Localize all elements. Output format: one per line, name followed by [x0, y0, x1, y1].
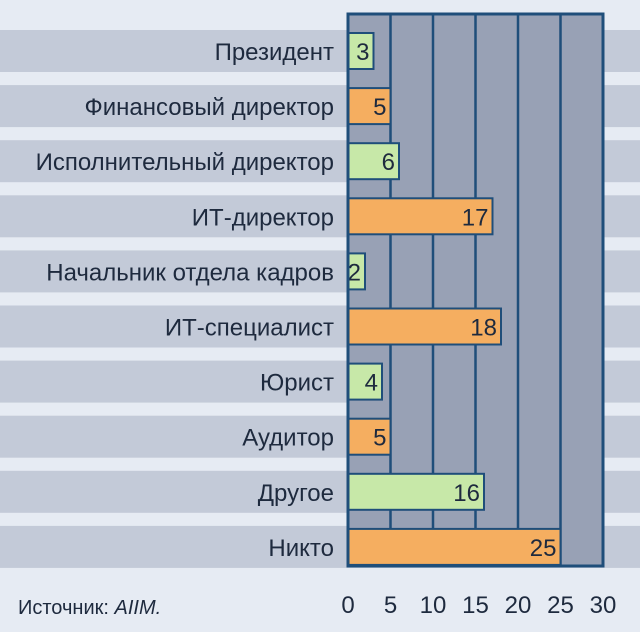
category-label: Начальник отдела кадров	[46, 259, 334, 286]
category-label: Юрист	[260, 370, 334, 397]
bar-value-label: 2	[348, 259, 361, 286]
x-tick-label: 5	[384, 592, 397, 619]
bar-value-label: 18	[470, 315, 497, 342]
source-name: AIIM.	[114, 597, 162, 619]
bar-value-label: 16	[453, 480, 480, 507]
bar-value-label: 6	[382, 149, 395, 176]
x-tick-label: 0	[341, 592, 354, 619]
category-label: Другое	[258, 480, 334, 507]
source-label: Источник:	[18, 597, 109, 619]
category-label: Финансовый директор	[85, 94, 335, 121]
x-tick-label: 30	[590, 592, 617, 619]
bar-value-label: 5	[373, 425, 386, 452]
bar-value-label: 4	[365, 370, 378, 397]
category-label: Исполнительный директор	[36, 149, 334, 176]
bar	[347, 362, 383, 401]
bar-value-label: 17	[462, 204, 489, 231]
x-tick-label: 15	[462, 592, 489, 619]
source-note: Источник: AIIM.	[18, 597, 161, 620]
plot-frame	[346, 12, 605, 568]
bar	[347, 527, 562, 566]
bar	[347, 307, 502, 346]
category-label: Никто	[268, 535, 334, 562]
bar-value-label: 25	[530, 535, 557, 562]
category-label: Президент	[215, 39, 334, 66]
category-label: ИТ-директор	[192, 204, 334, 231]
bar	[347, 87, 392, 126]
bar-value-label: 5	[373, 94, 386, 121]
bar	[347, 142, 400, 181]
bar-value-label: 3	[356, 39, 369, 66]
category-label: Аудитор	[242, 425, 334, 452]
category-label: ИТ-специалист	[165, 315, 334, 342]
bar	[347, 197, 494, 236]
x-tick-label: 20	[505, 592, 532, 619]
x-tick-label: 10	[420, 592, 447, 619]
x-tick-label: 25	[547, 592, 574, 619]
